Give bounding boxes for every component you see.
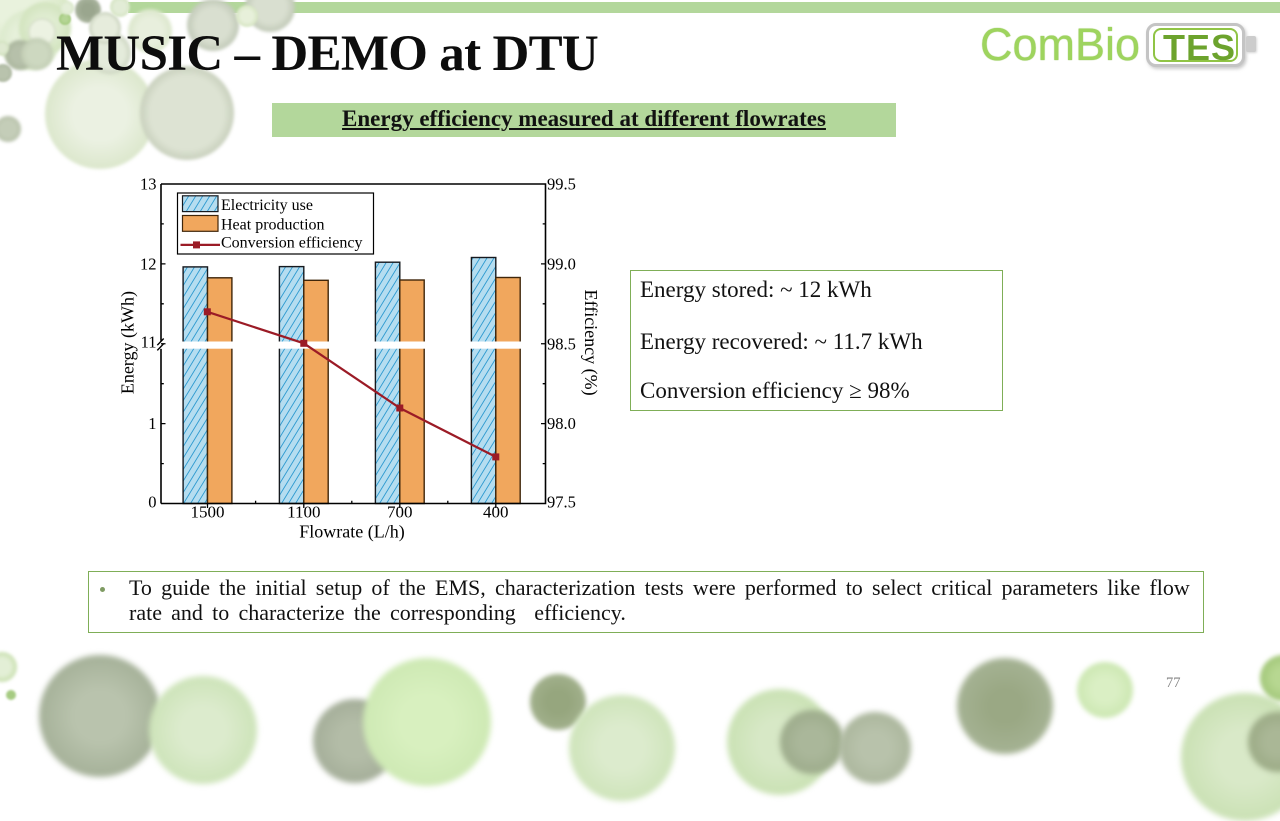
svg-text:Electricity use: Electricity use xyxy=(221,197,313,214)
svg-text:1100: 1100 xyxy=(287,502,320,521)
svg-text:Conversion efficiency: Conversion efficiency xyxy=(221,234,362,251)
svg-text:1500: 1500 xyxy=(191,502,225,521)
svg-text:12: 12 xyxy=(140,254,157,273)
svg-text:Efficiency (%): Efficiency (%) xyxy=(580,290,601,396)
svg-text:99.5: 99.5 xyxy=(547,175,576,194)
svg-text:Heat production: Heat production xyxy=(221,217,325,234)
svg-text:0: 0 xyxy=(148,493,156,512)
svg-text:400: 400 xyxy=(483,502,509,521)
svg-text:98.5: 98.5 xyxy=(547,334,576,353)
svg-text:700: 700 xyxy=(387,502,413,521)
svg-text:97.5: 97.5 xyxy=(547,493,576,512)
svg-text:99.0: 99.0 xyxy=(547,254,576,273)
svg-text:Energy (kWh): Energy (kWh) xyxy=(118,291,139,394)
svg-text:13: 13 xyxy=(140,175,157,194)
svg-text:11: 11 xyxy=(141,333,157,352)
svg-text:Flowrate (L/h): Flowrate (L/h) xyxy=(299,522,404,543)
svg-text:98.0: 98.0 xyxy=(547,414,576,433)
svg-text:1: 1 xyxy=(148,414,156,433)
